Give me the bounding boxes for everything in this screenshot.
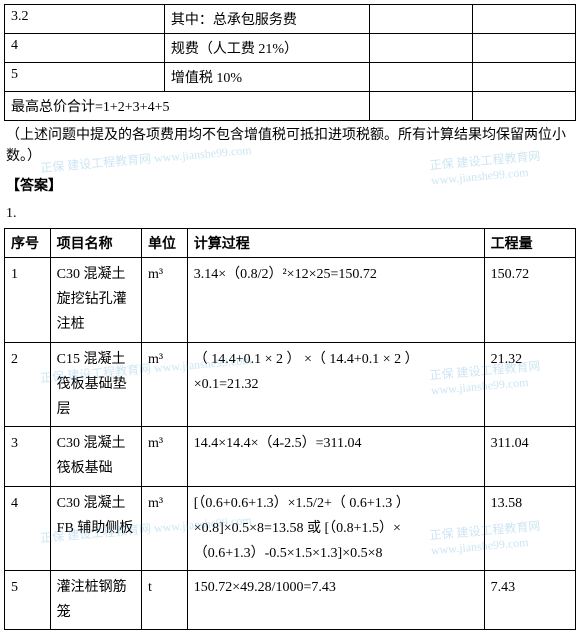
cell: [（0.6+0.6+1.3）×1.5/2+（ 0.6+1.3 ） ×0.8]×0… bbox=[187, 486, 484, 571]
cell: C30 混凝土筏板基础 bbox=[50, 427, 141, 486]
cell: 150.72 bbox=[484, 258, 575, 343]
table-row: 5 灌注桩钢筋笼 t 150.72×49.28/1000=7.43 7.43 bbox=[5, 571, 576, 630]
cell: 3.2 bbox=[5, 5, 165, 34]
table-row: 4 规费（人工费 21%） bbox=[5, 34, 576, 63]
header-cell: 项目名称 bbox=[50, 229, 141, 258]
calculation-table: 序号 项目名称 单位 计算过程 工程量 1 C30 混凝土旋挖钻孔灌注桩 m³ … bbox=[4, 228, 576, 630]
cell bbox=[473, 5, 576, 34]
table-header-row: 序号 项目名称 单位 计算过程 工程量 bbox=[5, 229, 576, 258]
table-row-total: 最高总价合计=1+2+3+4+5 bbox=[5, 92, 576, 121]
header-cell: 单位 bbox=[142, 229, 188, 258]
table-row: 2 C15 混凝土筏板基础垫层 m³ （ 14.4+0.1 × 2 ） ×（ 1… bbox=[5, 342, 576, 427]
cell: m³ bbox=[142, 258, 188, 343]
answer-label: 【答案】 bbox=[4, 171, 576, 199]
header-cell: 工程量 bbox=[484, 229, 575, 258]
cell: 150.72×49.28/1000=7.43 bbox=[187, 571, 484, 630]
cell: 5 bbox=[5, 571, 51, 630]
cell: 1 bbox=[5, 258, 51, 343]
cell: t bbox=[142, 571, 188, 630]
table-row: 4 C30 混凝土 FB 辅助侧板 m³ [（0.6+0.6+1.3）×1.5/… bbox=[5, 486, 576, 571]
table-row: 5 增值税 10% bbox=[5, 63, 576, 92]
cell: 13.58 bbox=[484, 486, 575, 571]
cell bbox=[370, 92, 473, 121]
cell: （ 14.4+0.1 × 2 ） ×（ 14.4+0.1 × 2 ） ×0.1=… bbox=[187, 342, 484, 427]
cell: 2 bbox=[5, 342, 51, 427]
cell: 21.32 bbox=[484, 342, 575, 427]
cell: 4 bbox=[5, 486, 51, 571]
total-cell: 最高总价合计=1+2+3+4+5 bbox=[5, 92, 370, 121]
cell: 规费（人工费 21%） bbox=[164, 34, 370, 63]
cell: 7.43 bbox=[484, 571, 575, 630]
table-row: 3 C30 混凝土筏板基础 m³ 14.4×14.4×（4-2.5）=311.0… bbox=[5, 427, 576, 486]
fee-table: 3.2 其中：总承包服务费 4 规费（人工费 21%） 5 增值税 10% 最高… bbox=[4, 4, 576, 121]
cell: 3 bbox=[5, 427, 51, 486]
cell: 3.14×（0.8/2）²×12×25=150.72 bbox=[187, 258, 484, 343]
cell bbox=[473, 34, 576, 63]
cell bbox=[370, 63, 473, 92]
header-cell: 计算过程 bbox=[187, 229, 484, 258]
cell bbox=[473, 63, 576, 92]
cell: 5 bbox=[5, 63, 165, 92]
cell: 增值税 10% bbox=[164, 63, 370, 92]
cell: 311.04 bbox=[484, 427, 575, 486]
cell: C30 混凝土 FB 辅助侧板 bbox=[50, 486, 141, 571]
cell: m³ bbox=[142, 342, 188, 427]
cell: 灌注桩钢筋笼 bbox=[50, 571, 141, 630]
cell: 4 bbox=[5, 34, 165, 63]
cell bbox=[370, 5, 473, 34]
table-row: 3.2 其中：总承包服务费 bbox=[5, 5, 576, 34]
cell: m³ bbox=[142, 486, 188, 571]
table-row: 1 C30 混凝土旋挖钻孔灌注桩 m³ 3.14×（0.8/2）²×12×25=… bbox=[5, 258, 576, 343]
cell bbox=[473, 92, 576, 121]
cell: 其中：总承包服务费 bbox=[164, 5, 370, 34]
cell: C15 混凝土筏板基础垫层 bbox=[50, 342, 141, 427]
answer-number: 1. bbox=[4, 199, 576, 228]
cell: 14.4×14.4×（4-2.5）=311.04 bbox=[187, 427, 484, 486]
cell: m³ bbox=[142, 427, 188, 486]
header-cell: 序号 bbox=[5, 229, 51, 258]
note-text: （上述问题中提及的各项费用均不包含增值税可抵扣进项税额。所有计算结果均保留两位小… bbox=[4, 121, 576, 171]
cell: C30 混凝土旋挖钻孔灌注桩 bbox=[50, 258, 141, 343]
cell bbox=[370, 34, 473, 63]
